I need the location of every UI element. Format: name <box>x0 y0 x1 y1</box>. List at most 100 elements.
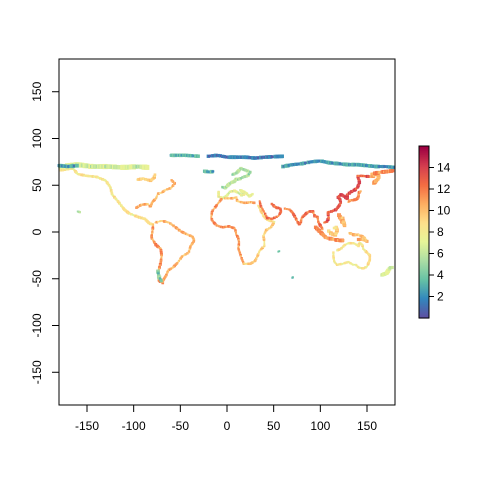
raster-cell <box>233 227 236 230</box>
raster-cell <box>156 221 159 223</box>
raster-cell <box>235 232 238 235</box>
legend-color-step <box>419 274 429 277</box>
legend-color-step <box>419 258 429 261</box>
raster-cell <box>392 166 396 169</box>
x-axis: -150 -100 -50 0 50 100 150 <box>75 405 377 433</box>
legend-tick-label: 8 <box>437 225 444 239</box>
legend-color-step <box>419 256 429 259</box>
legend-color-step <box>419 292 429 295</box>
raster-cell <box>164 189 167 191</box>
raster-cell <box>244 262 247 265</box>
raster-cell <box>156 194 159 197</box>
legend-color-step <box>419 226 429 229</box>
raster-cell <box>160 255 163 258</box>
raster-cell <box>336 249 338 252</box>
raster-cell <box>159 220 162 222</box>
raster-cell <box>340 216 344 220</box>
legend-color-step <box>419 262 429 265</box>
raster-cell <box>278 250 281 253</box>
raster-cell <box>259 208 262 211</box>
legend-color-step <box>419 254 429 257</box>
raster-cell <box>332 252 335 255</box>
x-tick-label: 100 <box>310 419 330 433</box>
raster-cell <box>390 265 394 270</box>
legend-tick-label: 10 <box>437 204 451 218</box>
raster-cell <box>345 261 348 264</box>
legend-color-step <box>419 298 429 301</box>
legend-color-step <box>419 184 429 187</box>
raster-cell <box>268 219 270 222</box>
legend-color-step <box>419 186 429 189</box>
legend-color-step <box>419 304 429 307</box>
raster-cell <box>274 216 277 219</box>
legend-color-step <box>419 234 429 237</box>
legend-color-step <box>419 272 429 275</box>
raster-cell <box>109 187 112 190</box>
legend-color-step <box>419 266 429 269</box>
legend-color-step <box>419 210 429 213</box>
raster-cell <box>257 204 260 207</box>
legend-color-step <box>419 192 429 195</box>
y-tick-label: -100 <box>30 313 44 337</box>
legend-color-step <box>419 198 429 201</box>
raster-cell <box>237 245 240 248</box>
legend-color-step <box>419 154 429 157</box>
legend-color-step <box>419 268 429 271</box>
legend-color-step <box>419 306 429 309</box>
raster-cell <box>251 192 254 196</box>
raster-cell <box>240 255 242 258</box>
raster-cell <box>158 263 162 266</box>
raster-cell <box>210 218 214 221</box>
legend-color-step <box>419 282 429 285</box>
legend-tick-label: 6 <box>437 247 444 261</box>
raster-cell <box>263 242 266 245</box>
raster-cell <box>264 213 267 216</box>
legend-color-step <box>419 294 429 297</box>
y-tick-label: -50 <box>30 270 44 288</box>
raster-cell <box>160 256 163 259</box>
raster-cell <box>237 243 241 247</box>
raster-cell <box>275 215 278 218</box>
raster-cell <box>262 234 265 237</box>
raster-cell <box>231 173 234 176</box>
legend-color-step <box>419 194 429 197</box>
raster-cell <box>218 225 221 228</box>
raster-cells <box>57 153 396 285</box>
x-tick-label: 0 <box>224 419 231 433</box>
legend-tick-label: 2 <box>437 290 444 304</box>
raster-cell <box>255 257 258 260</box>
raster-cell <box>357 194 360 197</box>
legend-color-step <box>419 248 429 251</box>
legend-color-step <box>419 270 429 273</box>
raster-cell <box>317 219 319 222</box>
legend-color-step <box>419 164 429 167</box>
raster-cell <box>210 216 213 219</box>
raster-cell <box>251 261 254 264</box>
legend-color-step <box>419 286 429 289</box>
raster-cell <box>321 228 324 231</box>
legend-color-step <box>419 208 429 211</box>
legend-color-step <box>419 224 429 227</box>
legend-color-step <box>419 166 429 169</box>
x-tick-label: -50 <box>172 419 190 433</box>
legend-color-step <box>419 242 429 245</box>
raster-cell <box>333 260 336 263</box>
legend-color-step <box>419 156 429 159</box>
legend-color-step <box>419 310 429 313</box>
raster-cell <box>339 247 342 250</box>
raster-cell <box>237 238 240 241</box>
raster-cell <box>359 190 362 193</box>
legend-color-step <box>419 308 429 311</box>
legend-color-step <box>419 146 429 149</box>
raster-cell <box>368 258 372 261</box>
raster-cell <box>340 262 343 265</box>
legend-color-step <box>419 168 429 171</box>
y-axis: -150 -100 -50 0 50 100 150 <box>30 81 59 384</box>
legend-color-step <box>419 290 429 293</box>
x-tick-label: -100 <box>122 419 146 433</box>
raster-cell <box>225 225 228 228</box>
legend-tick-label: 14 <box>437 161 451 175</box>
legend-color-step <box>419 236 429 239</box>
raster-cell <box>273 220 276 223</box>
